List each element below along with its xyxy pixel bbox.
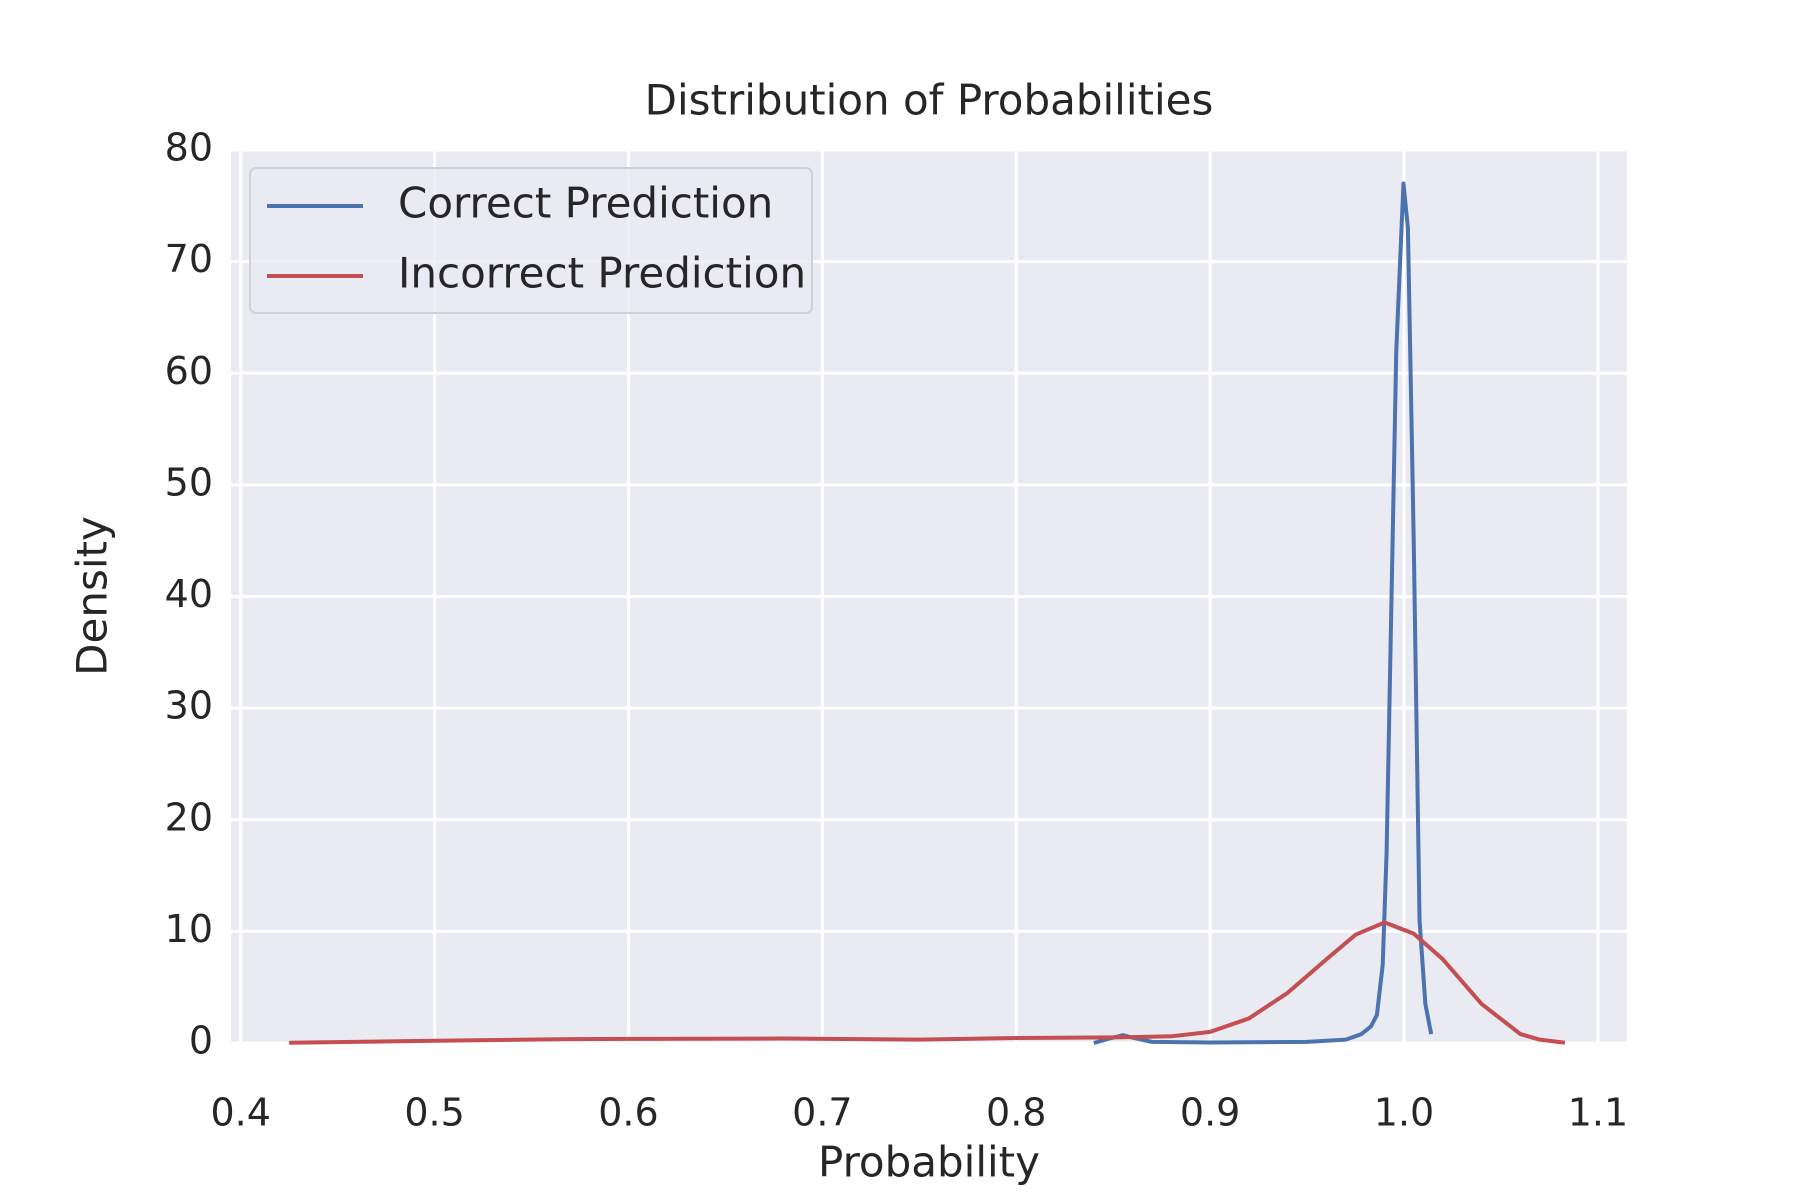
legend-label: Correct Prediction [398, 179, 773, 228]
x-tick-label: 0.6 [598, 1091, 658, 1135]
y-tick-label: 40 [165, 572, 213, 616]
x-tick-label: 0.4 [210, 1091, 270, 1135]
y-tick-label: 80 [165, 126, 213, 170]
x-tick-label: 0.8 [986, 1091, 1046, 1135]
y-tick-label: 60 [165, 349, 213, 393]
y-tick-label: 0 [189, 1019, 213, 1063]
x-tick-label: 0.9 [1180, 1091, 1240, 1135]
data-line [289, 920, 1566, 1045]
chart-title: Distribution of Probabilities [645, 76, 1214, 125]
legend-box [249, 167, 813, 314]
y-axis-label: Density [68, 516, 117, 676]
x-tick-label: 1.1 [1568, 1091, 1628, 1135]
y-tick-label: 10 [165, 907, 213, 951]
legend: Correct Prediction Incorrect Prediction [249, 167, 813, 314]
x-tick-label: 0.5 [404, 1091, 464, 1135]
y-tick-label: 50 [165, 460, 213, 504]
y-tick-label: 70 [165, 237, 213, 281]
y-tick-label: 20 [165, 795, 213, 839]
legend-label: Incorrect Prediction [398, 249, 806, 298]
x-axis-label: Probability [818, 1138, 1040, 1187]
x-tick-label: 1.0 [1374, 1091, 1434, 1135]
x-tick-label: 0.7 [792, 1091, 852, 1135]
y-tick-label: 30 [165, 684, 213, 728]
data-line [1093, 181, 1434, 1045]
